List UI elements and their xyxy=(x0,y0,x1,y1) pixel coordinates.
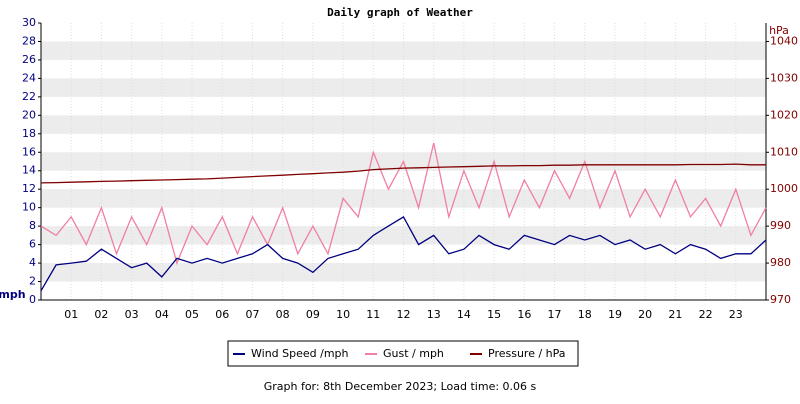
grid-band xyxy=(41,226,766,245)
footer: Graph for: 8th December 2023; Load time:… xyxy=(264,380,537,393)
x-tick-label: 21 xyxy=(668,308,682,321)
x-tick-label: 06 xyxy=(215,308,229,321)
y2-tick-label: 970 xyxy=(770,293,791,306)
x-tick-label: 14 xyxy=(457,308,471,321)
x-tick-label: 07 xyxy=(245,308,259,321)
x-tick-label: 09 xyxy=(306,308,320,321)
y-tick-label: 16 xyxy=(22,145,36,158)
legend-label: Gust / mph xyxy=(383,347,444,360)
y-axis-label: mph xyxy=(0,288,26,301)
y-tick-label: 24 xyxy=(22,71,36,84)
x-tick-label: 15 xyxy=(487,308,501,321)
y-tick-label: 6 xyxy=(29,238,36,251)
x-tick-label: 13 xyxy=(427,308,441,321)
y-tick-label: 4 xyxy=(29,256,36,269)
x-tick-label: 20 xyxy=(638,308,652,321)
y2-tick-label: 1040 xyxy=(770,34,798,47)
y-tick-label: 20 xyxy=(22,108,36,121)
x-tick-label: 23 xyxy=(729,308,743,321)
legend-label: Pressure / hPa xyxy=(488,347,566,360)
chart-title: Daily graph of Weather xyxy=(327,6,473,19)
y2-tick-label: 1030 xyxy=(770,71,798,84)
x-tick-label: 05 xyxy=(185,308,199,321)
y2-tick-label: 980 xyxy=(770,256,791,269)
y-tick-label: 18 xyxy=(22,127,36,140)
y-tick-label: 2 xyxy=(29,275,36,288)
y2-tick-label: 990 xyxy=(770,219,791,232)
y-tick-label: 14 xyxy=(22,164,36,177)
x-tick-label: 10 xyxy=(336,308,350,321)
y2-tick-label: 1010 xyxy=(770,145,798,158)
y-tick-label: 28 xyxy=(22,34,36,47)
y2-axis-label: hPa xyxy=(769,24,789,37)
y-tick-label: 26 xyxy=(22,53,36,66)
y-tick-label: 0 xyxy=(29,293,36,306)
y2-tick-label: 1000 xyxy=(770,182,798,195)
x-tick-label: 18 xyxy=(578,308,592,321)
y-tick-label: 8 xyxy=(29,219,36,232)
legend-label: Wind Speed /mph xyxy=(251,347,349,360)
x-tick-label: 19 xyxy=(608,308,622,321)
y-tick-label: 22 xyxy=(22,90,36,103)
y2-tick-label: 1020 xyxy=(770,108,798,121)
x-tick-label: 17 xyxy=(548,308,562,321)
x-tick-label: 08 xyxy=(276,308,290,321)
x-tick-label: 04 xyxy=(155,308,169,321)
x-tick-label: 16 xyxy=(517,308,531,321)
x-tick-label: 11 xyxy=(366,308,380,321)
x-tick-label: 01 xyxy=(64,308,78,321)
y-tick-label: 12 xyxy=(22,182,36,195)
x-tick-label: 22 xyxy=(699,308,713,321)
grid-band xyxy=(41,78,766,97)
x-tick-label: 12 xyxy=(397,308,411,321)
series-line xyxy=(40,142,767,266)
legend-box xyxy=(227,340,579,367)
series-line xyxy=(40,215,767,292)
y-tick-label: 10 xyxy=(22,201,36,214)
series-line xyxy=(40,163,766,184)
x-tick-label: 03 xyxy=(125,308,139,321)
x-tick-label: 02 xyxy=(94,308,108,321)
y-tick-label: 30 xyxy=(22,16,36,29)
